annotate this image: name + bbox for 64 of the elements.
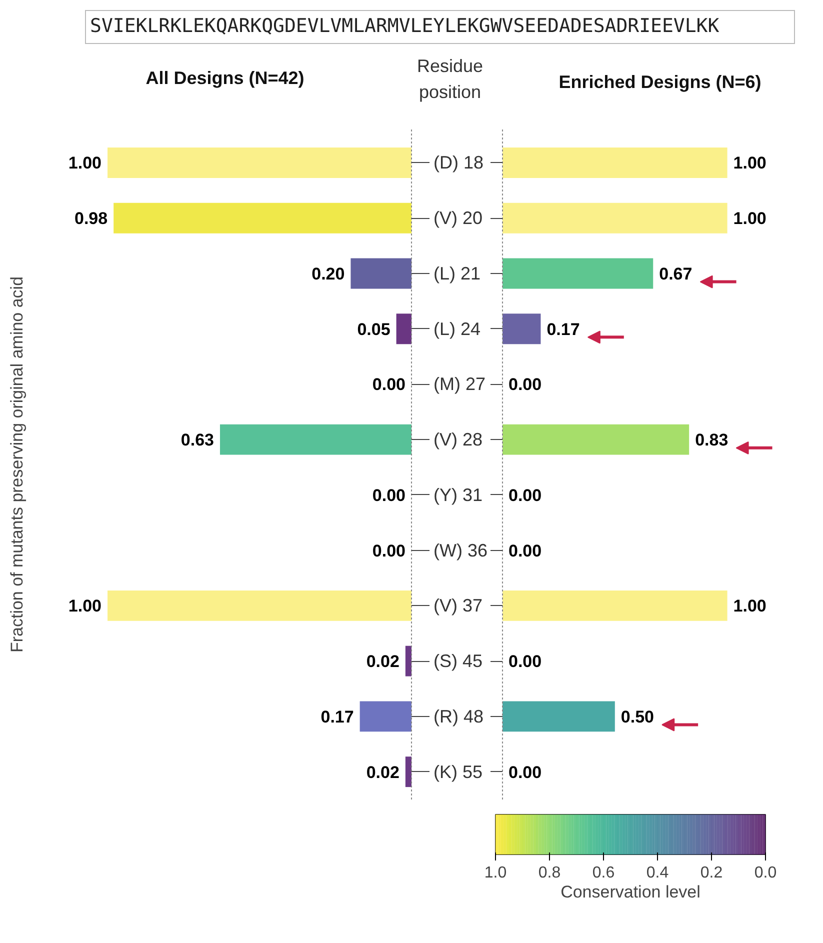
data-label: 1.00	[733, 209, 766, 228]
y-tick-label: (L) 24	[434, 318, 481, 339]
chart-title: All Designs (N=42)	[146, 67, 304, 90]
chart-title: Enriched Designs (N=6)	[558, 71, 762, 94]
bar	[405, 756, 412, 788]
color-bar-label: 0.8	[538, 864, 561, 882]
bar	[114, 202, 412, 234]
data-label: 0.20	[312, 264, 345, 284]
data-label: 0.02	[366, 762, 400, 782]
bar	[405, 646, 412, 676]
data-label: 0.00	[372, 375, 406, 394]
data-label: 1.00	[68, 596, 102, 616]
data-label: 1.00	[733, 596, 766, 616]
y-tick-label: (W) 36	[434, 540, 488, 560]
y-tick-label: (V) 37	[434, 596, 483, 616]
bar	[108, 590, 412, 621]
bar	[220, 424, 412, 455]
data-label: 0.00	[508, 541, 542, 560]
bar	[360, 701, 412, 732]
color-bar-label: 0.2	[700, 864, 723, 882]
data-label: 0.00	[372, 486, 406, 505]
bar	[502, 147, 728, 178]
data-label: 1.00	[68, 154, 102, 173]
color-bar-title: Conservation level	[560, 882, 700, 902]
y-tick-label: (R) 48	[434, 706, 484, 726]
data-label: 0.05	[357, 320, 390, 339]
data-label: 0.00	[508, 486, 542, 505]
bar	[502, 424, 690, 455]
data-label: 0.63	[180, 430, 214, 450]
bar	[108, 147, 412, 178]
bar	[396, 314, 412, 344]
data-label: 0.00	[508, 762, 542, 782]
data-label: 0.02	[366, 652, 400, 672]
bar	[502, 258, 654, 289]
color-bar-label: 0.4	[646, 864, 669, 882]
bar	[502, 701, 615, 732]
color-bar-label: 0.6	[592, 864, 615, 882]
data-label: 0.67	[659, 264, 692, 284]
y-tick-label: (V) 28	[434, 430, 483, 450]
data-label: 0.50	[620, 707, 654, 726]
y-tick-label: (Y) 31	[434, 484, 483, 505]
y-tick-label: (M) 27	[434, 374, 486, 394]
bar	[350, 258, 412, 289]
color-bar-label: 1.0	[484, 864, 507, 882]
y2-axis-title: Residue position	[416, 55, 484, 104]
data-label: 0.00	[508, 375, 542, 394]
data-label: 0.17	[546, 320, 580, 339]
color-bar-label: 0.0	[754, 864, 777, 882]
data-label: 0.00	[372, 541, 406, 560]
y-tick-label: (V) 20	[434, 208, 483, 228]
bar	[502, 202, 728, 234]
y-tick-label: (S) 45	[434, 651, 483, 672]
data-label: 0.00	[508, 652, 542, 672]
y-tick-label: (D) 18	[434, 152, 484, 173]
y-axis-title: Fraction of mutants preserving original amino acid	[8, 276, 26, 653]
bar	[502, 590, 728, 621]
data-label: 0.17	[320, 707, 354, 726]
text: SVIEKLRKLEKQARKQGDEVLVMLARMVLEYLEKGWVSEEDADESADRIEEVLKK	[90, 14, 720, 39]
data-label: 0.98	[74, 209, 108, 228]
y-tick-label: (L) 21	[434, 263, 481, 284]
data-label: 1.00	[733, 154, 766, 173]
data-label: 0.83	[695, 430, 728, 450]
y-tick-label: (K) 55	[434, 762, 483, 782]
bar	[502, 314, 541, 344]
